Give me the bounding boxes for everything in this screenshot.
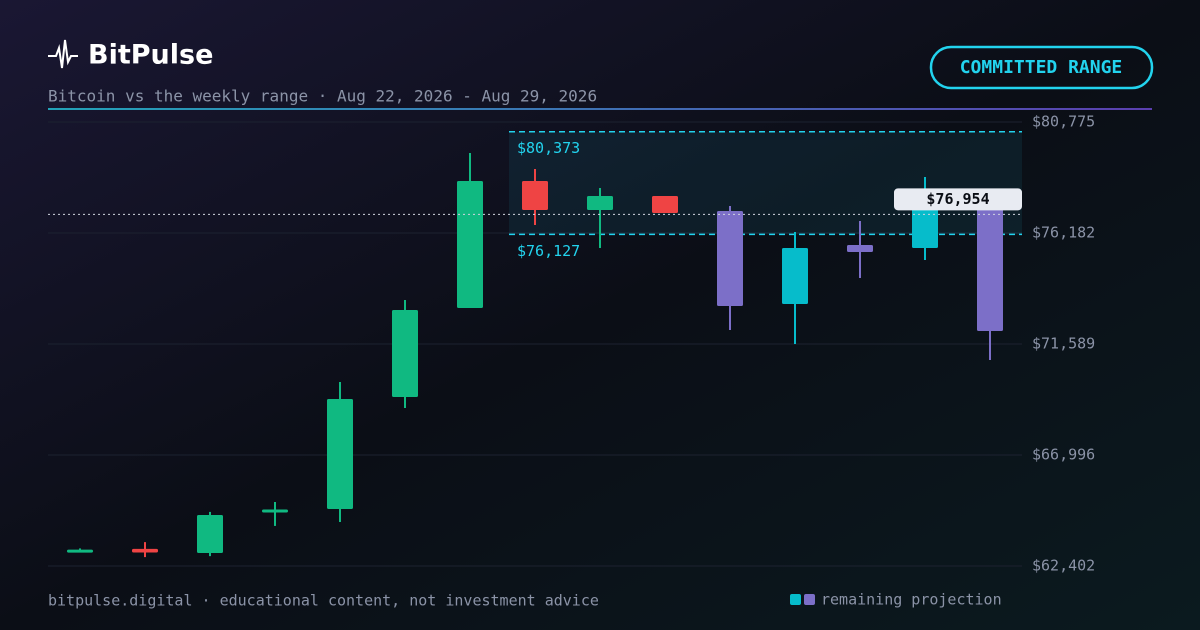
range-high-label: $80,373	[517, 139, 580, 157]
candle-body	[652, 195, 678, 213]
candle-body	[717, 211, 743, 306]
candle-body	[847, 245, 873, 252]
footer: bitpulse.digital · educational content, …	[48, 592, 599, 610]
candle-body	[977, 200, 1003, 331]
candle-body	[262, 509, 288, 513]
y-tick-label: $62,402	[1032, 557, 1095, 575]
y-tick-label: $71,589	[1032, 334, 1095, 352]
y-tick-label: $76,182	[1032, 223, 1095, 241]
y-tick-label: $80,775	[1032, 113, 1095, 131]
candle-body	[912, 200, 938, 249]
legend-swatch	[790, 594, 801, 605]
candle-body	[782, 248, 808, 304]
plot: $62,402 $66,996 $71,589 $76,182 $80,775 $80,3…	[48, 113, 1095, 609]
badge	[929, 45, 1154, 90]
candle-body	[132, 548, 158, 553]
range-low-label: $76,127	[517, 242, 580, 260]
badge-label: COMMITTED RANGE	[960, 57, 1123, 78]
range-band	[509, 131, 1022, 235]
logo-icon	[48, 39, 78, 69]
candle-body	[327, 398, 353, 509]
current-price-label: $76,954	[926, 190, 989, 208]
candle-body	[587, 195, 613, 210]
legend-label: remaining projection	[821, 591, 1002, 609]
candle-body	[522, 180, 548, 210]
candle-body	[392, 309, 418, 398]
candle-body	[457, 180, 483, 309]
header-rule	[48, 108, 1152, 110]
brand: BitPulse	[88, 40, 213, 71]
legend-swatch	[804, 594, 815, 605]
candle-body	[197, 515, 223, 553]
current-price-box	[894, 188, 1022, 211]
subtitle: Bitcoin vs the weekly range · Aug 22, 20…	[48, 87, 597, 106]
y-tick-label: $66,996	[1032, 445, 1095, 463]
candle-body	[67, 549, 93, 553]
